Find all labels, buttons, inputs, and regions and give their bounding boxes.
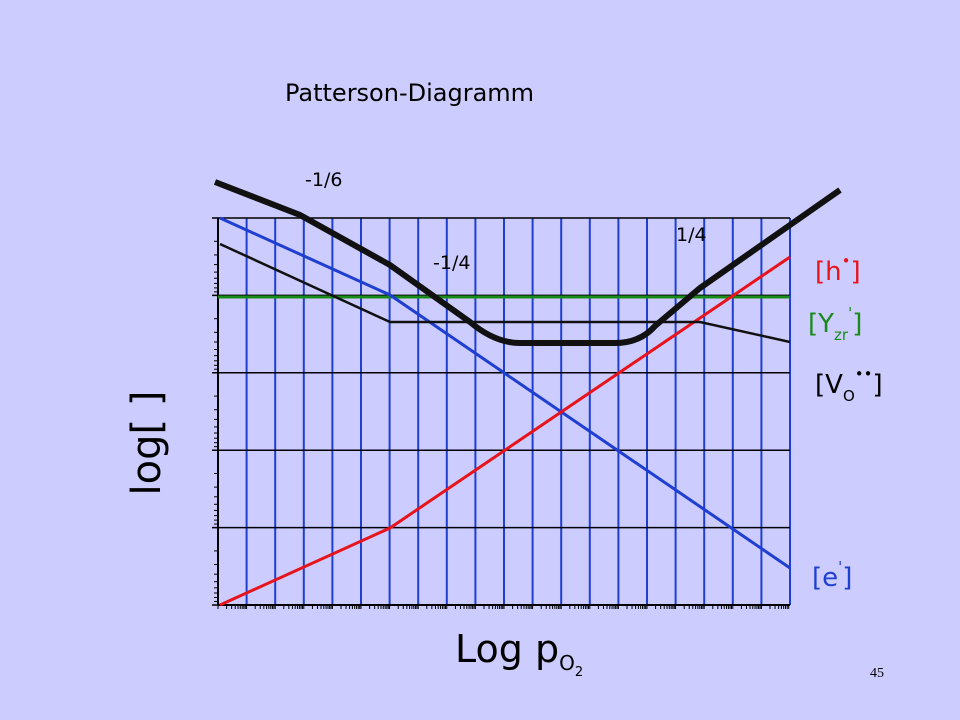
label-sub: zr bbox=[834, 326, 849, 344]
x-label-subsub: 2 bbox=[575, 665, 583, 680]
label-main: [Y bbox=[808, 309, 834, 339]
x-label-main: Log p bbox=[455, 627, 559, 671]
label-main: [e bbox=[812, 563, 838, 593]
x-axis-label: Log pO2 bbox=[455, 627, 583, 680]
slope-label: -1/6 bbox=[305, 169, 342, 191]
total-line bbox=[213, 179, 842, 346]
label-main: [h bbox=[815, 257, 842, 287]
label-close: ] bbox=[852, 309, 862, 339]
title: Patterson-Diagramm bbox=[285, 79, 534, 107]
label-close: ] bbox=[842, 563, 852, 593]
label-main: [V bbox=[815, 370, 843, 400]
species-label: [e'] bbox=[812, 558, 852, 593]
slope-label: 1/4 bbox=[676, 224, 707, 246]
label-sub: O bbox=[843, 387, 855, 405]
label-sup: ' bbox=[838, 558, 842, 576]
species-label: [h•] bbox=[815, 252, 861, 287]
vacancy-line bbox=[219, 242, 791, 344]
x-label-sub: O bbox=[559, 651, 575, 675]
slope-label: -1/4 bbox=[433, 252, 470, 274]
species-label: [Yzr '] bbox=[808, 304, 862, 344]
label-sup: • bbox=[842, 252, 851, 270]
label-sup: ' bbox=[848, 304, 852, 322]
page-number: 45 bbox=[870, 666, 884, 681]
label-sup: •• bbox=[855, 365, 873, 383]
label-close: ] bbox=[872, 370, 882, 400]
label-close: ] bbox=[850, 257, 860, 287]
hole-line bbox=[219, 255, 791, 607]
species-label: [VO••] bbox=[815, 365, 883, 405]
y-axis-label: log[ ] bbox=[124, 391, 170, 496]
electron-line bbox=[219, 216, 791, 570]
